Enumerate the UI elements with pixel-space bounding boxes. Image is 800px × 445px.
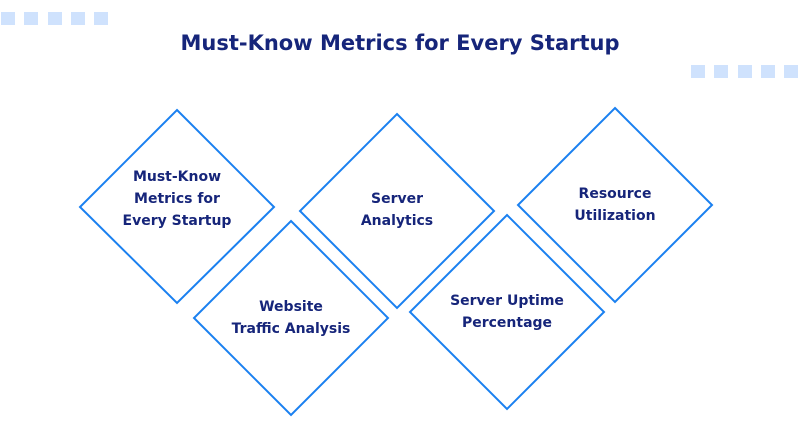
diamond-website-traffic: [192, 219, 390, 417]
decor-square: [71, 12, 85, 25]
decor-square: [1, 12, 15, 25]
label-website-traffic: Website Traffic Analysis: [231, 299, 351, 337]
page-title: Must-Know Metrics for Every Startup: [180, 31, 620, 55]
label-server-uptime: Server Uptime Percentage: [450, 293, 564, 331]
label-resource-utilization: Resource Utilization: [574, 186, 656, 224]
decor-square: [94, 12, 108, 25]
decor-square: [24, 12, 38, 25]
decor-square: [48, 12, 62, 25]
decor-square: [714, 65, 728, 78]
diamond-server-analytics: [298, 112, 496, 310]
diamond-resource-utilization: [516, 106, 714, 304]
diamond-must-know: [78, 108, 276, 305]
decor-square: [738, 65, 752, 78]
label-server-analytics: Server Analytics: [360, 191, 434, 229]
decor-square: [691, 65, 705, 78]
decor-square: [761, 65, 775, 78]
decor-square: [784, 65, 798, 78]
label-must-know: Must-Know Metrics for Every Startup: [122, 169, 232, 229]
diamond-server-uptime: [408, 213, 606, 411]
